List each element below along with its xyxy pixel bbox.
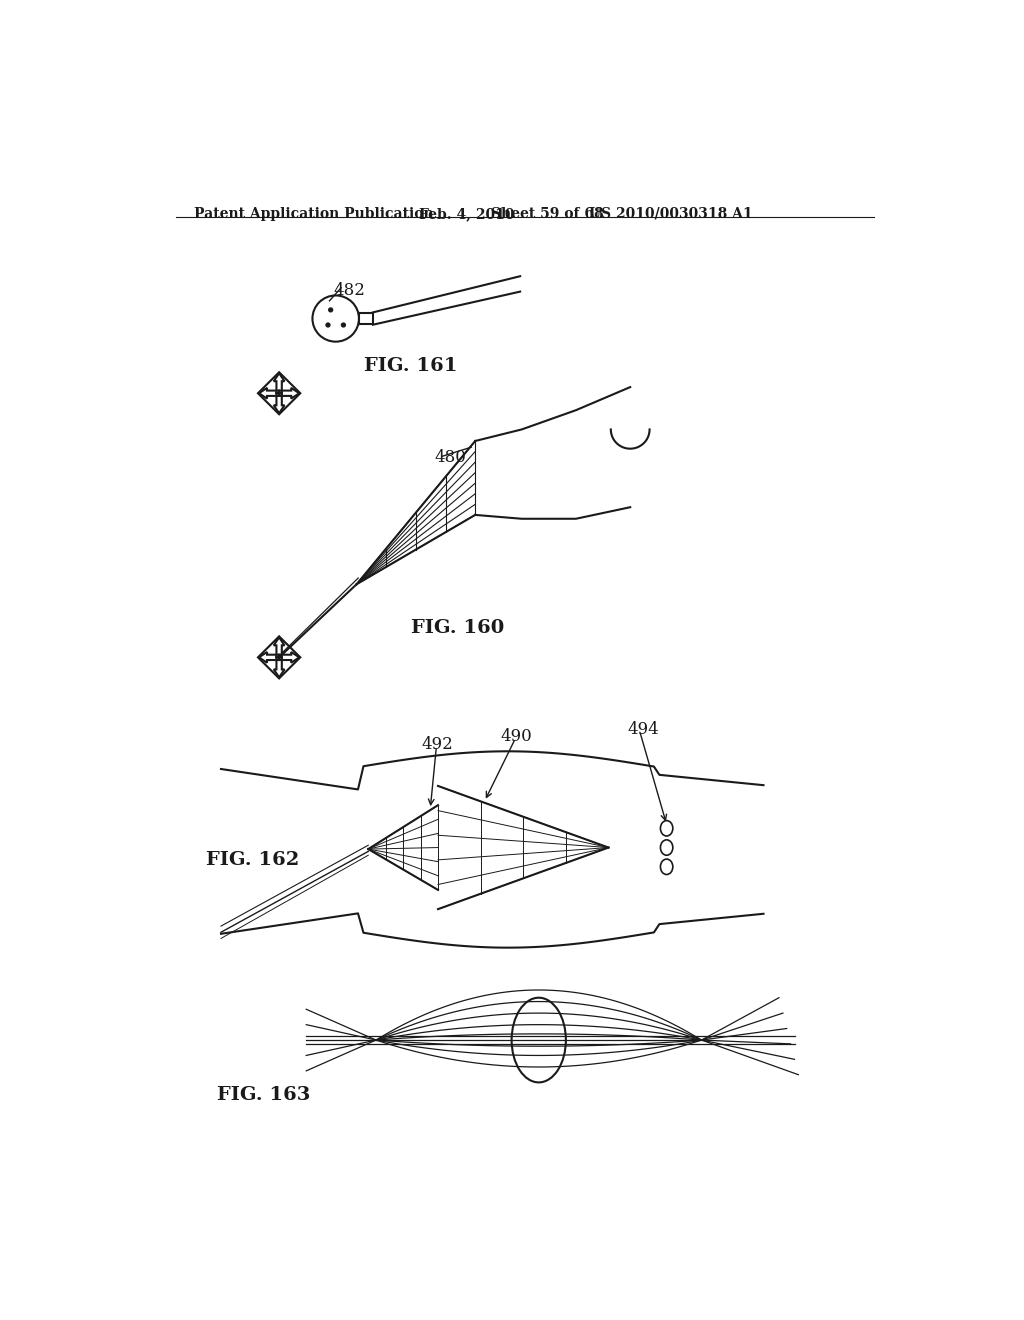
Text: FIG. 162: FIG. 162 xyxy=(206,851,299,870)
Text: FIG. 160: FIG. 160 xyxy=(411,619,504,636)
Text: 492: 492 xyxy=(421,737,453,752)
Text: Sheet 59 of 68: Sheet 59 of 68 xyxy=(490,207,603,220)
Text: 494: 494 xyxy=(628,721,659,738)
Text: 490: 490 xyxy=(500,729,531,746)
Circle shape xyxy=(329,308,333,312)
Text: FIG. 161: FIG. 161 xyxy=(365,358,458,375)
Circle shape xyxy=(341,323,345,327)
Text: FIG. 163: FIG. 163 xyxy=(217,1086,310,1105)
Circle shape xyxy=(326,323,330,327)
Text: 480: 480 xyxy=(434,449,466,466)
Text: Patent Application Publication: Patent Application Publication xyxy=(194,207,433,220)
Text: Feb. 4, 2010: Feb. 4, 2010 xyxy=(419,207,514,220)
Text: 482: 482 xyxy=(334,281,366,298)
Text: US 2010/0030318 A1: US 2010/0030318 A1 xyxy=(589,207,753,220)
